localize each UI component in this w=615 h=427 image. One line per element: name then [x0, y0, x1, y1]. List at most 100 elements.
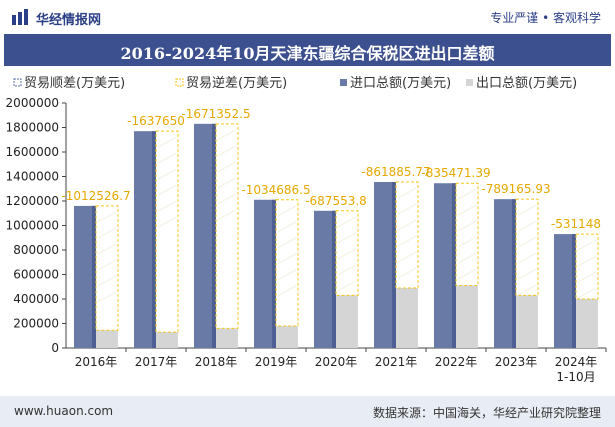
chart-area: 贸易顺差(万美元) 贸易逆差(万美元) 进口总额(万美元) 出口总额(万美元) 0 200… [0, 66, 615, 396]
import-bar-shade [452, 183, 456, 348]
deficit-hatch [157, 216, 177, 228]
deficit-hatch [97, 211, 117, 223]
y-tick-label: 400000 [13, 292, 59, 306]
legend-swatch-trade-deficit [175, 78, 184, 87]
deficit-hatch [217, 209, 237, 221]
deficit-hatch [517, 268, 537, 280]
legend-label: 进口总额(万美元) [350, 76, 451, 91]
deficit-hatch [397, 187, 417, 199]
x-tick-label: 2023年 [495, 355, 538, 369]
import-bar [494, 199, 516, 348]
deficit-hatch [457, 220, 477, 232]
deficit-hatch [97, 291, 117, 303]
deficit-hatch [277, 253, 297, 265]
export-bar [216, 328, 238, 348]
deficit-hatch [457, 252, 477, 264]
trade-deficit-box [575, 233, 599, 300]
x-tick-label: 2020年 [315, 355, 358, 369]
deficit-data-label: -1637650 [127, 114, 185, 128]
deficit-hatch [517, 236, 537, 248]
export-bar [336, 295, 358, 348]
deficit-hatch [517, 204, 537, 216]
legend-label: 贸易逆差(万美元) [186, 75, 287, 91]
legend-label: 出口总额(万美元) [476, 76, 577, 91]
import-bar-shade [212, 123, 216, 348]
import-bar-shade [512, 199, 516, 348]
legend-label: 贸易顺差(万美元) [24, 76, 125, 91]
deficit-data-label: -861885.77 [361, 165, 430, 179]
tagline: 专业严谨 • 客观科学 [490, 11, 601, 25]
deficit-hatch [397, 267, 417, 279]
deficit-hatch [457, 268, 477, 280]
deficit-hatch [277, 205, 297, 217]
x-tick-label: 2016年 [75, 355, 118, 369]
trade-deficit-box [275, 199, 299, 327]
deficit-hatch [397, 235, 417, 247]
y-tick-label: 1600000 [6, 145, 59, 159]
deficit-hatch [217, 129, 237, 141]
title-bar: 2016-2024年10月天津东疆综合保税区进出口差额 [4, 34, 611, 66]
trade-deficit-box [395, 181, 419, 289]
logo-icon [12, 9, 28, 25]
import-bar [434, 183, 456, 348]
import-bar [254, 199, 276, 348]
y-tick-label: 800000 [13, 243, 59, 257]
deficit-hatch [457, 188, 477, 200]
deficit-data-label: -531148 [551, 217, 601, 231]
import-bar-shade [272, 199, 276, 348]
import-bar [374, 182, 396, 348]
legend-swatch-export [466, 79, 473, 86]
x-tick-label: 2018年 [195, 355, 238, 369]
trade-deficit-box [215, 123, 239, 329]
trade-deficit-box [335, 210, 359, 296]
export-bar [96, 330, 118, 348]
import-bar-shade [572, 234, 576, 348]
y-tick-label: 2000000 [6, 96, 59, 110]
y-tick-label: 1200000 [6, 194, 59, 208]
import-bar [74, 205, 96, 348]
legend-swatch-trade-surplus [13, 78, 22, 87]
deficit-hatch [217, 161, 237, 173]
brand-name: 华经情报网 [36, 13, 102, 28]
deficit-hatch [217, 193, 237, 205]
deficit-hatch [577, 239, 597, 251]
deficit-hatch [157, 152, 177, 164]
deficit-hatch [397, 251, 417, 263]
deficit-hatch [517, 252, 537, 264]
deficit-data-label: -1012526.7 [61, 189, 130, 203]
y-tick-label: 1400000 [6, 170, 59, 184]
deficit-hatch [157, 168, 177, 180]
import-bar-shade [392, 182, 396, 348]
export-bar [576, 299, 598, 348]
x-tick-label: 2022年 [435, 355, 478, 369]
y-tick-label: 1000000 [6, 219, 59, 233]
deficit-hatch [397, 219, 417, 231]
deficit-data-label: -789165.93 [481, 182, 550, 196]
import-bar-shade [92, 205, 96, 348]
deficit-hatch [337, 232, 357, 244]
deficit-hatch [217, 177, 237, 189]
trade-deficit-box [515, 198, 539, 296]
deficit-hatch [577, 271, 597, 283]
deficit-hatch [517, 284, 537, 296]
legend-swatch-import [340, 79, 347, 86]
deficit-hatch [337, 248, 357, 260]
deficit-hatch [457, 236, 477, 248]
deficit-data-label: -835471.39 [421, 166, 490, 180]
deficit-hatch [517, 220, 537, 232]
deficit-hatch [457, 204, 477, 216]
x-tick-label: 1-10月 [556, 370, 595, 384]
top-bar: 华经情报网 专业严谨 • 客观科学 [0, 0, 615, 34]
y-tick-label: 1800000 [6, 121, 59, 135]
deficit-data-label: -1671352.5 [181, 107, 250, 121]
deficit-hatch [97, 227, 117, 239]
deficit-hatch [277, 237, 297, 249]
deficit-hatch [337, 280, 357, 292]
export-bar [516, 295, 538, 348]
import-bar-shade [332, 210, 336, 348]
export-bar [396, 287, 418, 348]
trade-deficit-box [155, 130, 179, 333]
deficit-hatch [277, 285, 297, 297]
y-tick-label: 600000 [13, 268, 59, 282]
export-bar [276, 325, 298, 348]
